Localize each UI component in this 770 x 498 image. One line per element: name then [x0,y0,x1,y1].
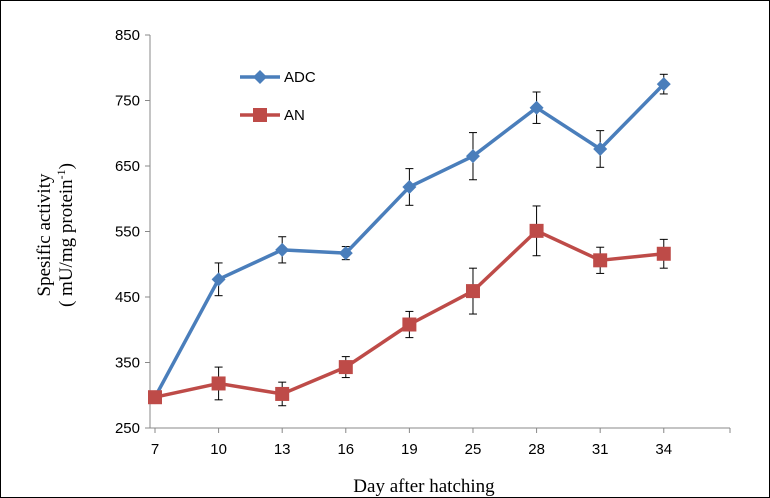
data-point [253,108,267,122]
y-axis-title-line1: Spesific activity [34,173,55,296]
y-axis-title: Spesific activity ( mU/mg protein-1) [34,163,77,307]
legend-label-adc: ADC [284,69,316,86]
data-point [211,376,226,391]
legend-label-an: AN [284,107,305,124]
data-point [656,246,671,261]
y-tick-label: 850 [115,27,140,44]
series-an [148,205,671,407]
data-point [253,70,267,84]
data-point [529,100,544,115]
x-tick-label: 19 [401,441,418,458]
data-point [148,390,162,405]
series-line [153,82,666,399]
data-point [593,141,608,156]
series-adc [148,73,671,405]
data-point [338,360,353,375]
y-tick-label: 550 [115,224,140,241]
x-tick-label: 34 [655,441,672,458]
data-point [465,149,480,164]
x-tick-label: 7 [151,441,159,458]
data-point [211,272,226,287]
x-tick-label: 10 [210,441,227,458]
y-tick-label: 250 [115,420,140,437]
data-point [529,223,544,238]
data-point [402,317,417,332]
series-layer [148,73,671,407]
data-point [338,246,353,261]
x-tick-label: 31 [592,441,609,458]
y-tick-label: 750 [115,93,140,110]
axes [149,35,730,429]
y-tick-label: 450 [115,289,140,306]
y-axis-unit: ( mU/mg protein [56,179,77,307]
data-point [402,179,417,194]
x-tick-label: 13 [274,441,291,458]
data-point [656,77,671,92]
data-point [593,253,608,268]
data-point [275,386,290,401]
y-axis-unit-exponent: -1 [54,169,68,179]
x-axis-title: Day after hatching [353,476,495,497]
x-tick-label: 28 [528,441,545,458]
y-tick-label: 350 [115,355,140,372]
data-point [465,284,480,299]
x-tick-label: 16 [337,441,354,458]
x-tick-label: 25 [465,441,482,458]
legend: ADC AN [240,69,316,124]
y-axis-title-line2: ( mU/mg protein-1) [54,163,77,307]
y-axis-unit-close: ) [56,163,77,169]
data-point [275,242,290,257]
y-tick-label: 650 [115,158,140,175]
y-ticks: 250 350 450 550 650 750 850 [115,27,150,437]
x-ticks: 7 10 13 16 19 25 28 31 34 [151,428,731,458]
